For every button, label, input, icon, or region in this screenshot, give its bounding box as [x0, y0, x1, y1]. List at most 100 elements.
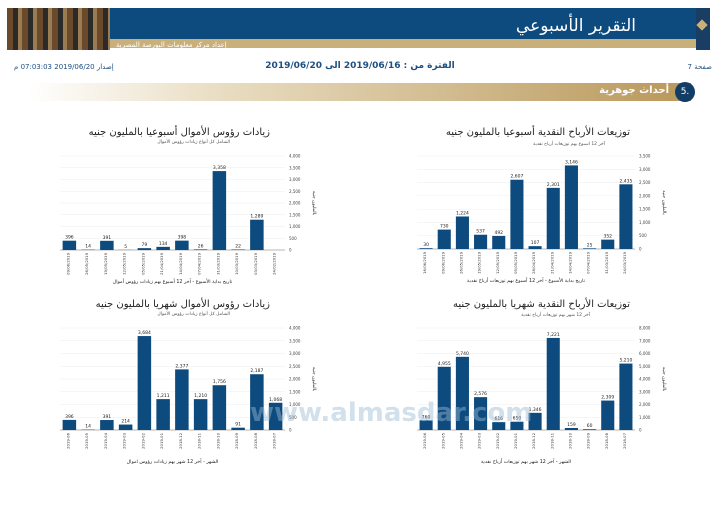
bar [564, 427, 578, 430]
category-label: 03/03/2019 [253, 252, 258, 274]
bar [492, 235, 506, 249]
header-photo [7, 8, 110, 50]
bar [437, 366, 451, 430]
data-label: 159 [567, 422, 576, 428]
bar [212, 171, 227, 250]
bar [546, 337, 560, 430]
category-label: 21/04/2019 [549, 251, 554, 273]
chart-title-weekly-capital: زيادات رؤوس الأموال أسبوعيا بالمليون جني… [88, 127, 270, 138]
category-label: 21/04/2019 [159, 252, 164, 274]
bar [62, 419, 77, 430]
bar [510, 421, 524, 430]
y-tick-label: 7,000 [639, 338, 651, 343]
bar [546, 187, 560, 249]
bar [492, 422, 506, 430]
chart-subtitle-weekly-capital: الشامل كل أنواع زيادات رؤوس الأموال [157, 140, 230, 145]
bar [419, 248, 433, 249]
data-label: 14 [85, 244, 91, 250]
y-tick-label: 2,000 [289, 201, 301, 206]
y-axis-label: بالمليون جنيه [311, 191, 316, 215]
category-label: 2018-08 [253, 432, 258, 448]
x-axis-label: الشهر - آخر 12 شهر بهم زيادات رؤوس اموال [127, 458, 219, 465]
bar [175, 369, 189, 430]
y-tick-label: 3,000 [289, 177, 301, 182]
data-label: 2,607 [510, 174, 523, 180]
category-label: 2019-03 [477, 432, 482, 448]
y-tick-label: 8,000 [639, 326, 651, 331]
y-tick-label: 5,000 [639, 364, 651, 369]
y-tick-label: 2,500 [289, 189, 301, 194]
category-label: 12/05/2019 [122, 252, 127, 274]
category-label: 2018-07 [622, 432, 627, 448]
category-label: 2018-07 [272, 432, 277, 448]
y-tick-label: 1,500 [289, 212, 301, 217]
category-label: 2018-11 [197, 432, 202, 448]
chart-subtitle-monthly-dividends: آخر 12 شهر بهم توزيعات أرباح نقدية [521, 313, 590, 318]
data-label: 1,224 [456, 210, 469, 216]
category-label: 14/04/2019 [178, 252, 183, 274]
category-label: 26/05/2019 [458, 251, 463, 273]
bar [528, 246, 542, 249]
bar [137, 248, 152, 250]
data-label: 1,346 [529, 407, 542, 413]
data-label: 3,684 [138, 330, 151, 336]
bar [268, 402, 283, 430]
bar [231, 249, 245, 250]
data-label: 396 [65, 235, 74, 241]
chart-title-weekly-dividends: توزيعات الأرباح النقدية أسبوعيا بالمليون… [445, 127, 630, 138]
category-label: 2018-08 [604, 432, 609, 448]
y-tick-label: 3,500 [289, 165, 301, 170]
data-label: 22 [235, 243, 241, 249]
data-label: 3,146 [565, 159, 578, 165]
header-corner [696, 8, 710, 50]
category-label: 07/04/2019 [197, 252, 202, 274]
chart-title-monthly-dividends: توزيعات الأرباح النقدية شهريا بالمليون ج… [452, 299, 630, 310]
bar [583, 248, 597, 249]
header-strip [110, 39, 696, 48]
y-tick-label: 1,500 [289, 389, 301, 394]
category-label: 09/06/2019 [65, 252, 70, 274]
data-label: 1,068 [269, 397, 282, 403]
bar [601, 400, 615, 430]
category-label: 10/03/2019 [234, 252, 239, 274]
y-tick-label: 2,000 [639, 402, 651, 407]
category-label: 2018-09 [586, 432, 591, 448]
category-label: 19/05/2019 [103, 252, 108, 274]
y-tick-label: 0 [289, 428, 292, 433]
y-tick-label: 0 [639, 247, 642, 252]
y-tick-label: 6,000 [639, 351, 651, 356]
bar [156, 399, 170, 430]
data-label: 2,576 [474, 391, 487, 397]
x-axis-label: تاريخ بداية الأسبوع - آخر 12 أسبوع بهم ز… [113, 278, 233, 285]
bar [250, 374, 264, 430]
bar [100, 240, 114, 250]
bar [231, 427, 245, 430]
data-label: 25 [587, 242, 593, 248]
watermark: www.almasdar.com [250, 398, 533, 428]
data-label: 2,309 [601, 395, 614, 401]
y-tick-label: 4,000 [289, 326, 301, 331]
data-label: 5 [124, 244, 127, 250]
data-label: 5,740 [456, 351, 469, 357]
category-label: 31/03/2019 [215, 252, 220, 274]
y-axis-label: بالمليون جنيه [661, 367, 666, 391]
data-label: 391 [103, 414, 112, 420]
category-label: 2018-11 [549, 432, 554, 448]
bar [455, 216, 469, 249]
data-label: 1,756 [213, 379, 226, 385]
page-number: صفحة 7 [687, 63, 712, 71]
report-header: التقرير الأسبوعي إعداد مركز معلومات البو… [0, 8, 720, 50]
category-label: 12/05/2019 [495, 251, 500, 273]
chart-subtitle-monthly-capital: الشامل كل أنواع زيادات رؤوس الأموال [157, 312, 230, 317]
issue-timestamp: إصدار 2019/06/20 07:03:03 م [14, 63, 114, 71]
data-label: 107 [531, 240, 540, 246]
data-label: 2,187 [250, 368, 263, 374]
category-label: 05/05/2019 [513, 251, 518, 273]
data-label: 91 [235, 422, 241, 428]
y-tick-label: 500 [289, 415, 297, 420]
data-label: 26 [198, 243, 204, 249]
category-label: 2018-09 [234, 432, 239, 448]
header-bar: التقرير الأسبوعي إعداد مركز معلومات البو… [110, 8, 696, 49]
y-tick-label: 1,500 [639, 207, 651, 212]
y-tick-label: 3,500 [639, 154, 651, 159]
